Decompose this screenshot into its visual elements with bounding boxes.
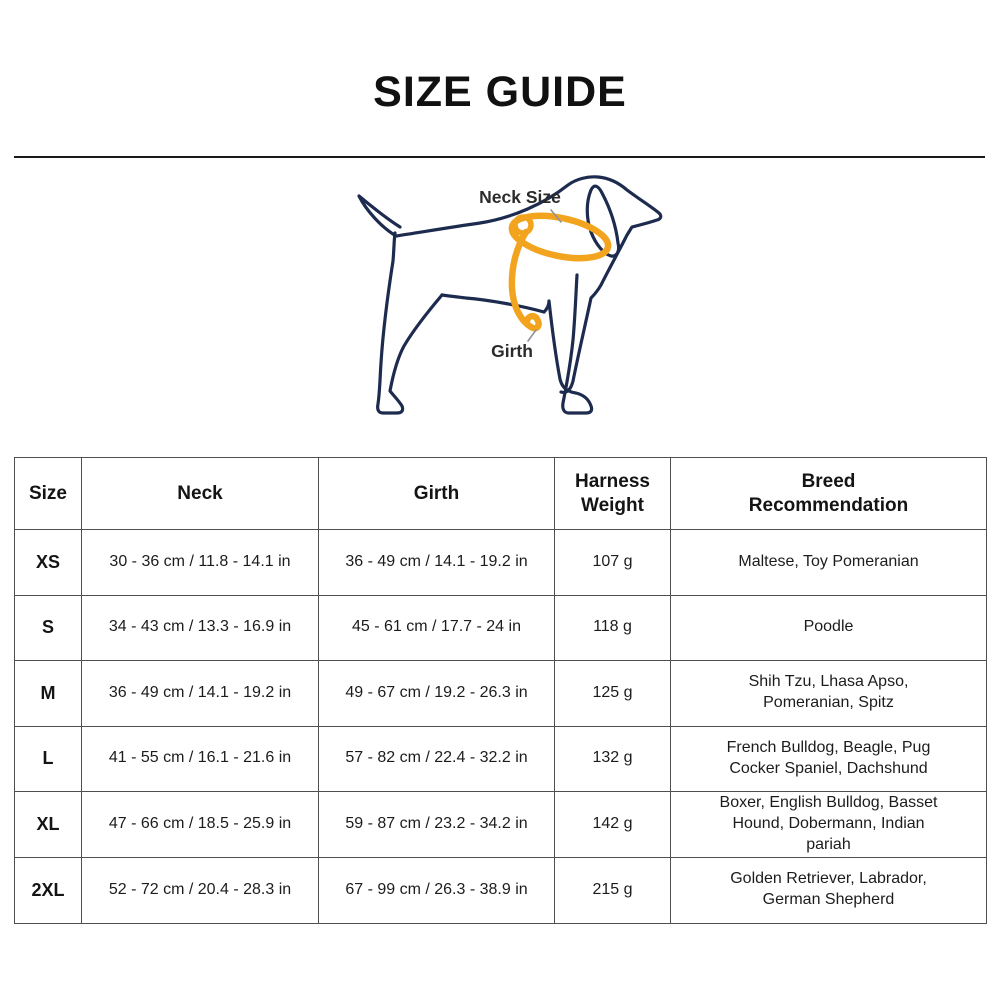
- row-2xl-girth: 67 - 99 cm / 26.3 - 38.9 in: [319, 857, 555, 923]
- row-l-girth: 57 - 82 cm / 22.4 - 32.2 in: [319, 726, 555, 792]
- row-xs-breeds: Maltese, Toy Pomeranian: [671, 530, 986, 596]
- dog-measurement-diagram: Neck Size Girth: [357, 175, 663, 415]
- title-divider: [14, 156, 985, 158]
- neck-pointer-line: [550, 209, 562, 223]
- header-neck: Neck: [82, 458, 319, 530]
- row-s-neck: 34 - 43 cm / 13.3 - 16.9 in: [82, 595, 319, 661]
- row-m-neck: 36 - 49 cm / 14.1 - 19.2 in: [82, 661, 319, 727]
- row-xl-neck: 47 - 66 cm / 18.5 - 25.9 in: [82, 792, 319, 858]
- header-harness-weight: Harness Weight: [555, 458, 671, 530]
- row-2xl-neck: 52 - 72 cm / 20.4 - 28.3 in: [82, 857, 319, 923]
- row-s-breeds: Poodle: [671, 596, 986, 661]
- row-m-weight: 125 g: [555, 661, 671, 727]
- row-m-breeds: Shih Tzu, Lhasa Apso, Pomeranian, Spitz: [671, 661, 986, 727]
- dog-ear-path: [585, 184, 621, 258]
- girth-pointer-line: [527, 329, 537, 342]
- row-l-neck: 41 - 55 cm / 16.1 - 21.6 in: [82, 726, 319, 792]
- row-xl-girth: 59 - 87 cm / 23.2 - 34.2 in: [319, 792, 555, 858]
- row-2xl-breeds: Golden Retriever, Labrador, German Sheph…: [730, 870, 927, 909]
- row-l-breeds: French Bulldog, Beagle, Pug Cocker Spani…: [671, 727, 986, 792]
- row-2xl-weight: 215 g: [555, 857, 671, 923]
- row-xs-girth: 36 - 49 cm / 14.1 - 19.2 in: [319, 530, 555, 596]
- row-s-girth: 45 - 61 cm / 17.7 - 24 in: [319, 595, 555, 661]
- row-m-size: M: [15, 661, 82, 727]
- row-l-weight: 132 g: [555, 726, 671, 792]
- neck-strap: [508, 212, 612, 262]
- size-guide-table: Size Neck Girth Harness Weight Breed Rec…: [14, 457, 987, 924]
- row-l-size: L: [15, 726, 82, 792]
- dog-front-leg-path: [542, 273, 594, 415]
- row-m-girth: 49 - 67 cm / 19.2 - 26.3 in: [319, 661, 555, 727]
- girth-strap: [508, 228, 542, 332]
- row-xs-neck: 30 - 36 cm / 11.8 - 14.1 in: [82, 530, 319, 596]
- row-xs-size: XS: [15, 530, 82, 596]
- dog-hind-leg-path: [376, 231, 444, 415]
- row-2xl-size: 2XL: [15, 857, 82, 923]
- dog-belly-path: [440, 293, 546, 314]
- row-xl-breeds: Boxer, English Bulldog, Basset Hound, Do…: [671, 792, 986, 858]
- row-xs-weight: 107 g: [555, 530, 671, 596]
- page-title: SIZE GUIDE: [373, 68, 627, 116]
- row-s-size: S: [15, 595, 82, 661]
- neck-size-label: Neck Size: [479, 187, 561, 207]
- dog-body-outline-path: [357, 175, 663, 395]
- row-xl-size: XL: [15, 792, 82, 858]
- header-breed-recommendation: Breed Recommendation: [671, 458, 986, 530]
- row-xl-weight: 142 g: [555, 792, 671, 858]
- header-girth: Girth: [319, 458, 555, 530]
- girth-label: Girth: [491, 341, 533, 361]
- header-size: Size: [15, 458, 82, 530]
- row-s-weight: 118 g: [555, 595, 671, 661]
